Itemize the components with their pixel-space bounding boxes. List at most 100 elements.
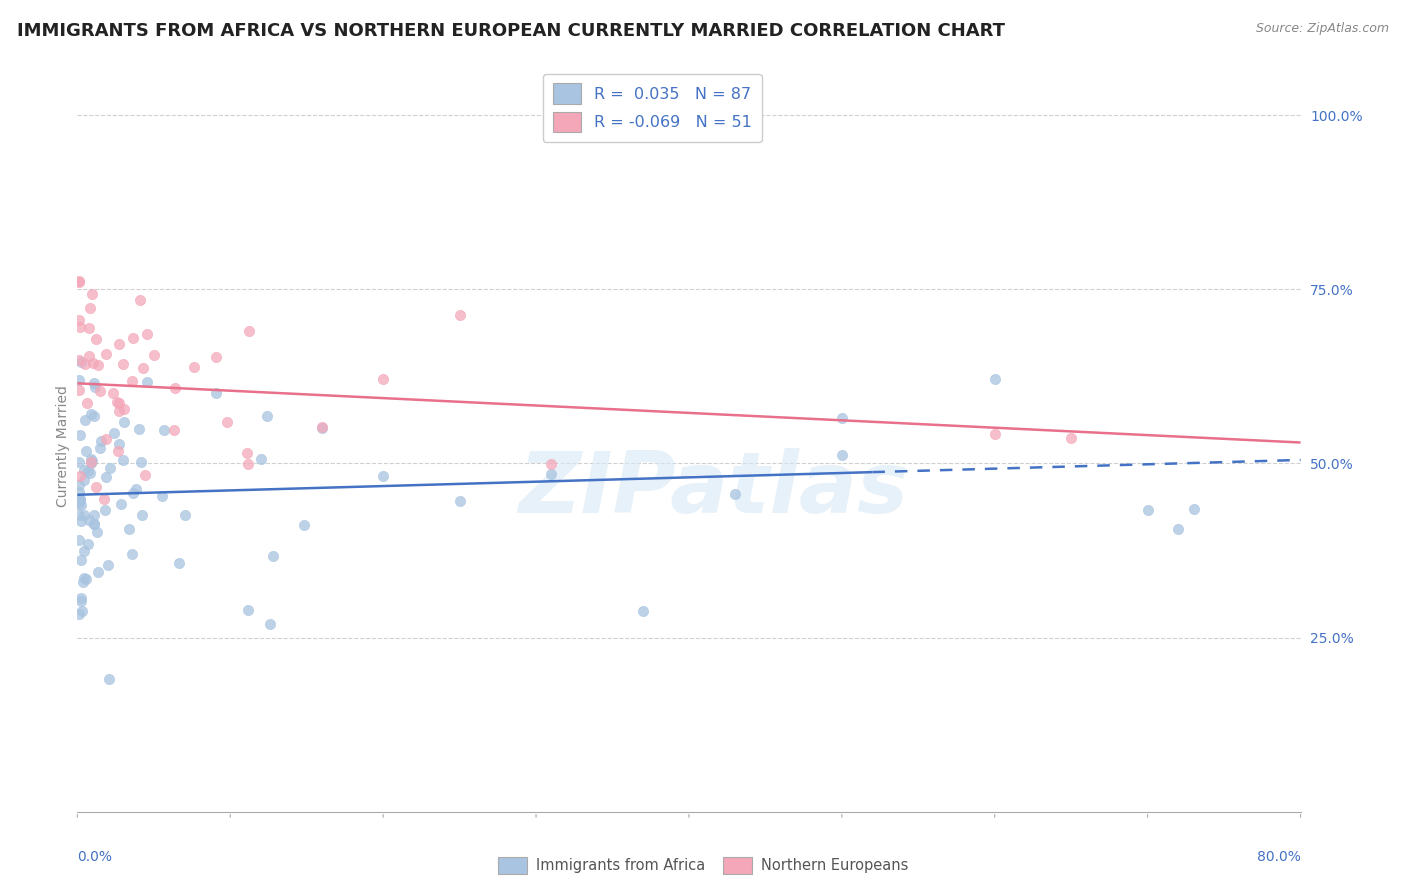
Point	[121, 375, 143, 389]
Point	[69, 428, 91, 442]
Point	[80, 454, 103, 468]
Point	[132, 361, 155, 376]
Point	[77, 350, 100, 364]
Point	[67, 497, 90, 511]
Point	[89, 441, 111, 455]
Point	[311, 421, 333, 435]
Point	[984, 372, 1007, 386]
Point	[112, 402, 135, 417]
Point	[238, 324, 260, 338]
Point	[70, 594, 93, 608]
Point	[108, 395, 131, 409]
Point	[73, 413, 96, 427]
Point	[69, 319, 91, 334]
Point	[259, 616, 281, 631]
Point	[831, 410, 853, 425]
Point	[108, 404, 131, 418]
Point	[111, 453, 134, 467]
Point	[67, 352, 90, 367]
Point	[107, 436, 129, 450]
Point	[67, 607, 90, 621]
Point	[70, 515, 93, 529]
Point	[82, 356, 104, 370]
Point	[72, 571, 94, 585]
Text: 0.0%: 0.0%	[77, 850, 112, 864]
Text: Source: ZipAtlas.com: Source: ZipAtlas.com	[1256, 22, 1389, 36]
Point	[93, 502, 115, 516]
Point	[69, 492, 91, 507]
Point	[128, 422, 150, 436]
Point	[136, 375, 159, 389]
Point	[67, 274, 90, 288]
Point	[75, 444, 97, 458]
Point	[96, 347, 118, 361]
Text: ZIPatlas: ZIPatlas	[519, 449, 908, 532]
Point	[70, 498, 93, 512]
Point	[215, 415, 238, 429]
Legend: R =  0.035   N = 87, R = -0.069   N = 51: R = 0.035 N = 87, R = -0.069 N = 51	[543, 74, 762, 142]
Point	[205, 350, 228, 364]
Point	[135, 327, 157, 342]
Point	[540, 457, 562, 471]
Point	[103, 426, 125, 441]
Point	[121, 547, 143, 561]
Point	[93, 492, 115, 507]
Point	[83, 516, 105, 531]
Point	[152, 423, 174, 437]
Point	[73, 544, 96, 558]
Point	[79, 320, 101, 334]
Point	[831, 448, 853, 462]
Point	[183, 360, 205, 375]
Point	[73, 358, 96, 372]
Point	[84, 480, 107, 494]
Point	[121, 486, 143, 500]
Point	[97, 558, 120, 572]
Point	[72, 575, 94, 590]
Point	[83, 516, 105, 531]
Point	[1182, 501, 1205, 516]
Point	[262, 549, 284, 563]
Point	[98, 461, 121, 475]
Legend: Immigrants from Africa, Northern Europeans: Immigrants from Africa, Northern Europea…	[492, 851, 914, 880]
Point	[83, 409, 105, 423]
Point	[80, 287, 103, 301]
Point	[98, 673, 121, 687]
Point	[84, 332, 107, 346]
Point	[69, 469, 91, 483]
Y-axis label: Currently Married: Currently Married	[56, 385, 70, 507]
Point	[76, 395, 98, 409]
Point	[150, 489, 173, 503]
Point	[80, 457, 103, 471]
Point	[67, 508, 90, 522]
Point	[69, 492, 91, 507]
Point	[131, 508, 153, 522]
Point	[167, 556, 190, 570]
Point	[238, 458, 260, 472]
Text: 80.0%: 80.0%	[1257, 850, 1301, 864]
Point	[83, 380, 105, 394]
Point	[75, 572, 97, 586]
Point	[67, 485, 90, 500]
Point	[131, 455, 153, 469]
Point	[129, 293, 152, 308]
Point	[292, 518, 315, 533]
Point	[77, 513, 100, 527]
Point	[143, 348, 166, 362]
Point	[118, 522, 141, 536]
Point	[73, 463, 96, 477]
Point	[108, 336, 131, 351]
Point	[67, 312, 90, 326]
Point	[1167, 522, 1189, 536]
Point	[311, 419, 333, 434]
Point	[73, 508, 96, 522]
Point	[1060, 432, 1083, 446]
Point	[540, 467, 562, 482]
Text: IMMIGRANTS FROM AFRICA VS NORTHERN EUROPEAN CURRENTLY MARRIED CORRELATION CHART: IMMIGRANTS FROM AFRICA VS NORTHERN EUROP…	[17, 22, 1005, 40]
Point	[101, 386, 124, 401]
Point	[79, 452, 101, 467]
Point	[204, 386, 226, 401]
Point	[67, 455, 90, 469]
Point	[165, 381, 187, 395]
Point	[69, 492, 91, 507]
Point	[134, 467, 156, 482]
